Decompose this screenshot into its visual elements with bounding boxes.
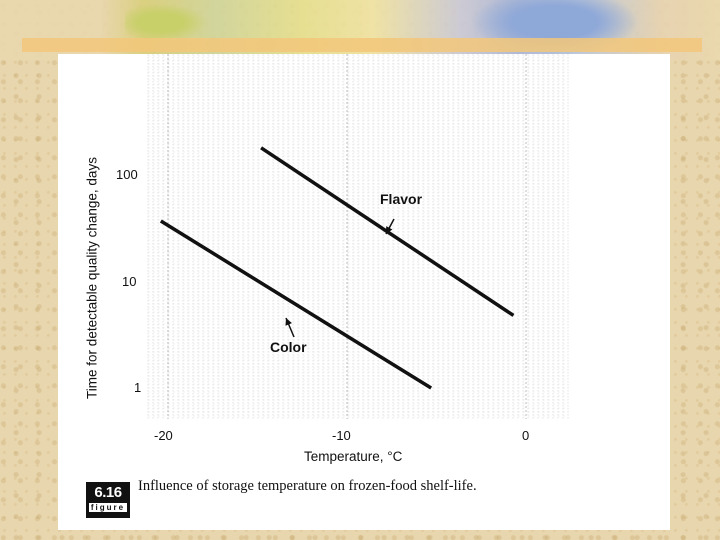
figure-number: 6.16 [94,484,122,501]
series-label-flavor: Flavor [380,191,423,207]
x-axis-label: Temperature, °C [304,449,403,464]
x-tick-label: 0 [522,428,530,443]
figure-word: figure [89,503,127,512]
figure-slide: Time for detectable quality change, days… [58,54,670,530]
chart-pointers [285,218,395,338]
y-tick-label: 1 [134,380,142,395]
chart-grid [147,54,569,419]
figure-badge: 6.16 figure [86,482,130,518]
chart-canvas [147,54,569,419]
y-tick-label: 10 [122,274,137,289]
y-axis-label: Time for detectable quality change, days [84,157,100,399]
flavor-pointer-arrow-head [386,226,393,234]
x-tick-label: -20 [154,428,173,443]
series-label-color: Color [270,339,307,355]
color-pointer-arrow-head [285,318,292,326]
accent-bar [22,38,702,52]
y-tick-label: 100 [116,167,138,182]
banner-leaf-decoration [125,0,215,45]
series-line-color [159,219,433,390]
x-tick-label: -10 [332,428,351,443]
figure-caption: Influence of storage temperature on froz… [138,478,477,494]
